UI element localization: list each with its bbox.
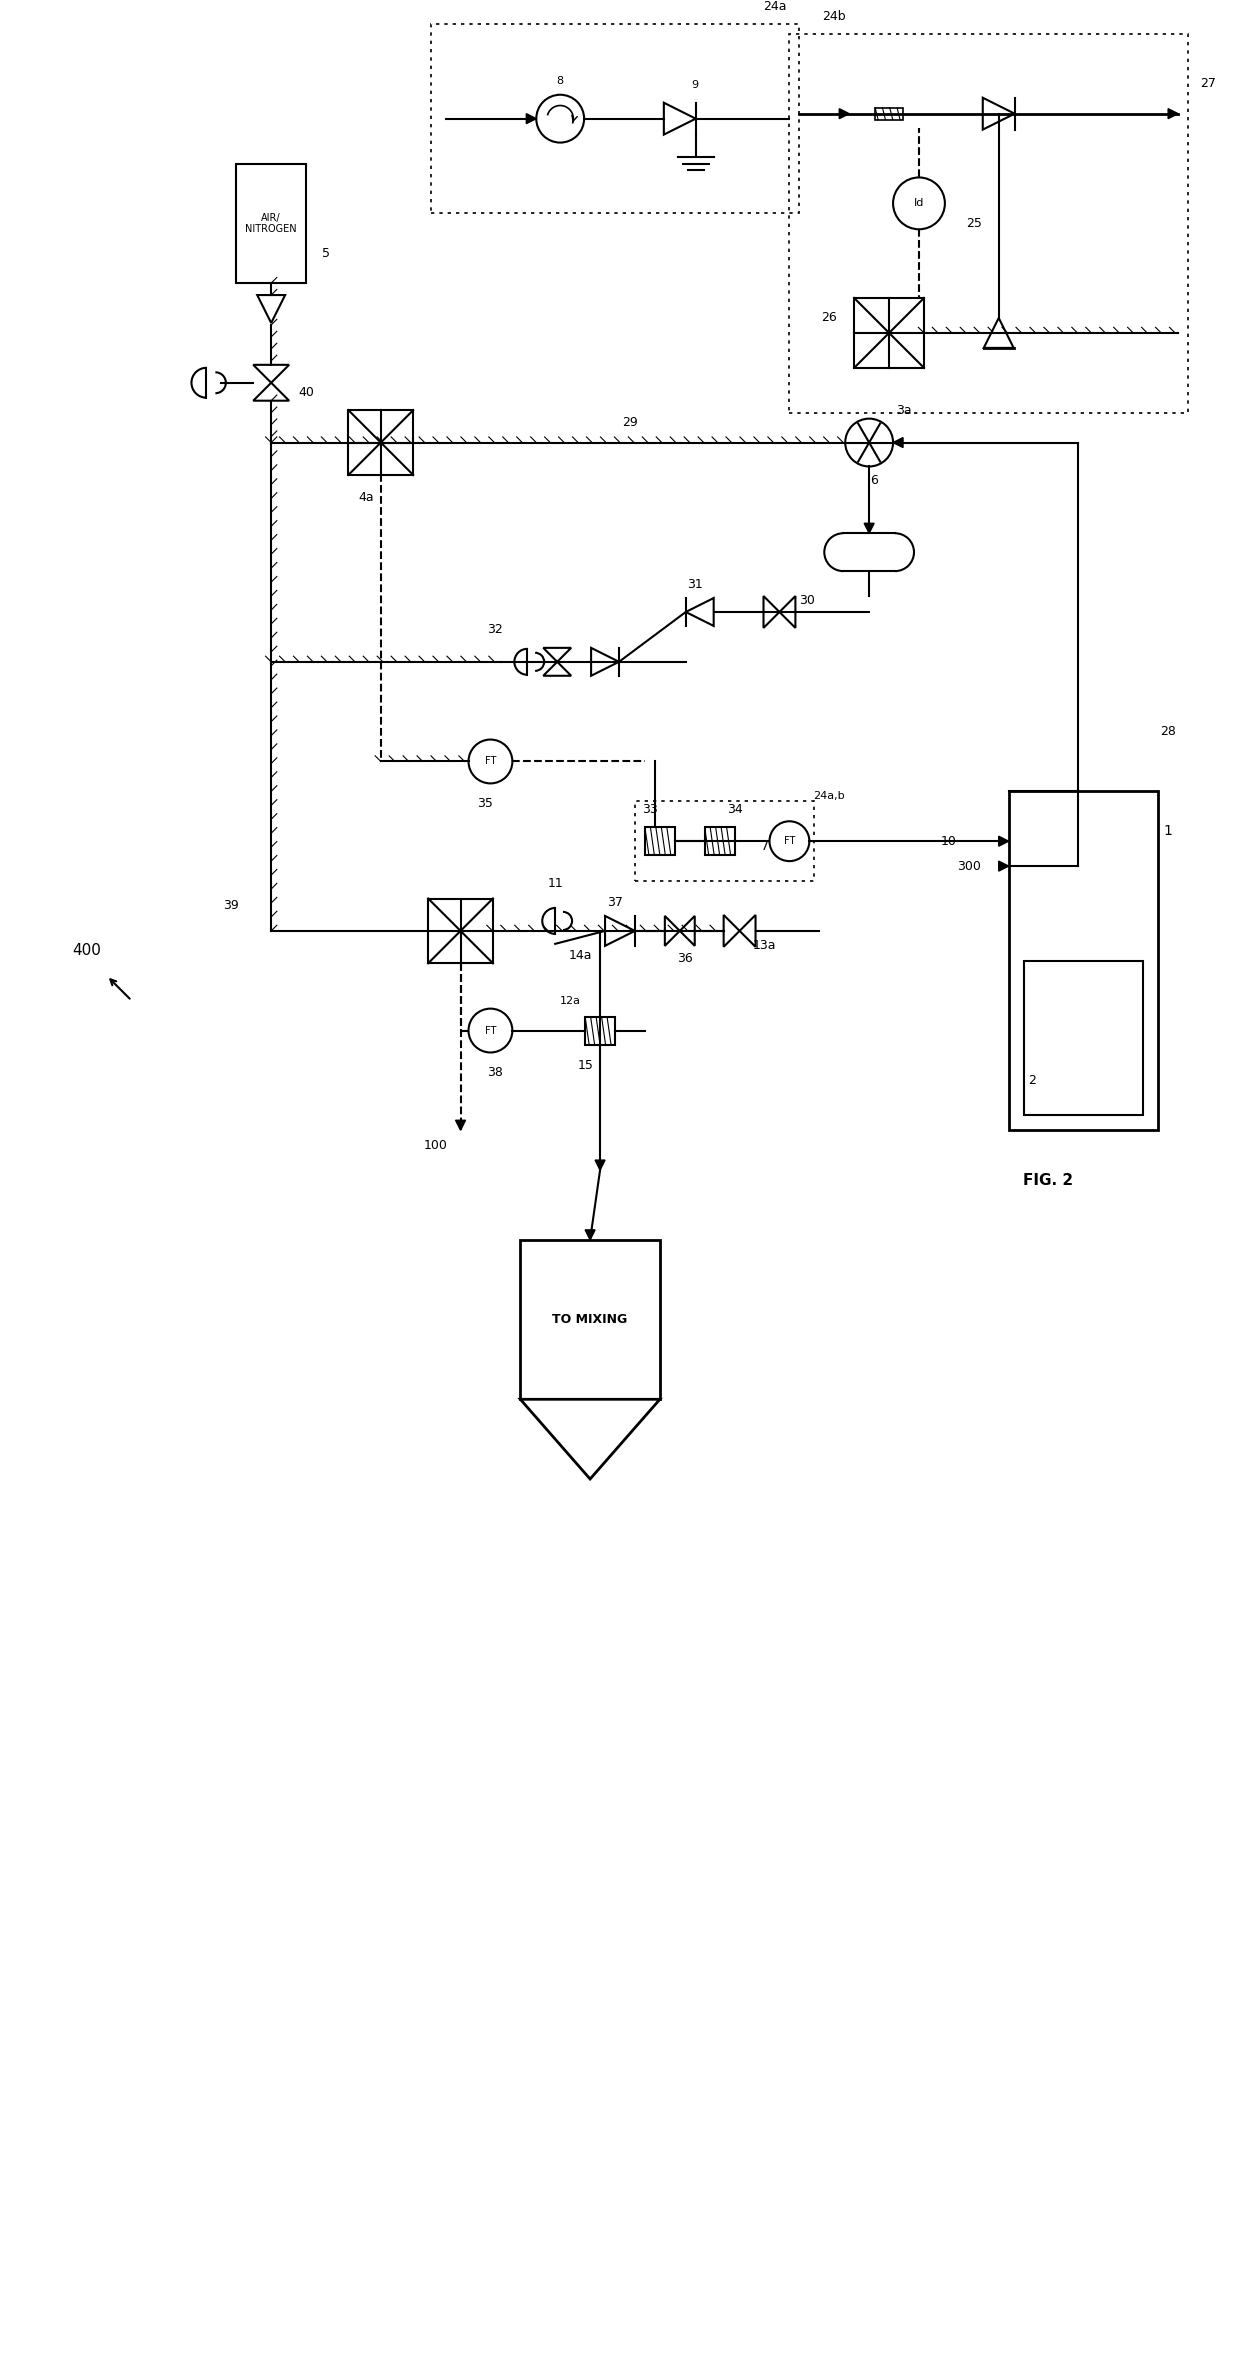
Text: 9: 9 bbox=[691, 80, 698, 90]
Text: 6: 6 bbox=[870, 473, 878, 487]
Bar bbox=[585, 1017, 615, 1043]
Text: 15: 15 bbox=[577, 1060, 593, 1072]
Polygon shape bbox=[864, 523, 874, 532]
Bar bbox=[521, 1240, 660, 1398]
Text: 2: 2 bbox=[1029, 1074, 1037, 1086]
Text: 4a: 4a bbox=[358, 490, 373, 504]
Text: 29: 29 bbox=[622, 416, 637, 428]
Polygon shape bbox=[983, 317, 1013, 348]
Circle shape bbox=[846, 419, 893, 466]
Text: 27: 27 bbox=[1200, 78, 1216, 90]
Bar bbox=[645, 828, 675, 854]
Text: AIR/
NITROGEN: AIR/ NITROGEN bbox=[246, 213, 298, 234]
Bar bbox=[430, 24, 800, 213]
Polygon shape bbox=[739, 916, 755, 946]
Polygon shape bbox=[663, 102, 696, 135]
Polygon shape bbox=[780, 596, 795, 627]
Text: FT: FT bbox=[485, 757, 496, 767]
Circle shape bbox=[469, 741, 512, 783]
Text: 36: 36 bbox=[677, 951, 693, 965]
Text: TO MIXING: TO MIXING bbox=[553, 1313, 627, 1325]
Text: 5: 5 bbox=[322, 246, 330, 260]
Polygon shape bbox=[605, 916, 635, 946]
Text: 400: 400 bbox=[72, 944, 102, 958]
Polygon shape bbox=[543, 662, 572, 677]
Polygon shape bbox=[764, 596, 780, 627]
Text: 24a,b: 24a,b bbox=[813, 790, 846, 802]
Text: 7: 7 bbox=[760, 840, 769, 852]
Polygon shape bbox=[257, 296, 285, 324]
Text: FIG. 2: FIG. 2 bbox=[1023, 1174, 1074, 1188]
Polygon shape bbox=[585, 1230, 595, 1240]
Text: 1: 1 bbox=[1163, 823, 1173, 838]
Text: 24b: 24b bbox=[822, 9, 846, 24]
Text: 3a: 3a bbox=[897, 405, 911, 416]
Text: 12a: 12a bbox=[559, 996, 580, 1006]
Bar bbox=[635, 802, 815, 880]
Bar bbox=[704, 828, 734, 854]
Circle shape bbox=[469, 1008, 512, 1053]
Polygon shape bbox=[543, 648, 572, 662]
Text: 10: 10 bbox=[941, 835, 957, 847]
Polygon shape bbox=[998, 835, 1008, 847]
Bar bbox=[1008, 790, 1158, 1131]
Text: 14a: 14a bbox=[568, 949, 591, 963]
Polygon shape bbox=[1168, 109, 1178, 118]
Polygon shape bbox=[724, 916, 739, 946]
Bar bbox=[790, 33, 1188, 412]
Polygon shape bbox=[893, 438, 903, 447]
Bar bbox=[1024, 961, 1143, 1114]
Text: 11: 11 bbox=[547, 875, 563, 890]
Text: 37: 37 bbox=[608, 897, 622, 909]
Text: 34: 34 bbox=[727, 802, 743, 816]
Polygon shape bbox=[521, 1398, 660, 1479]
Text: Id: Id bbox=[914, 199, 924, 208]
Bar bbox=[854, 298, 924, 367]
Bar bbox=[875, 109, 903, 121]
Polygon shape bbox=[680, 916, 694, 946]
Polygon shape bbox=[253, 383, 289, 400]
Text: FT: FT bbox=[784, 835, 795, 847]
Text: 28: 28 bbox=[1161, 724, 1176, 738]
Text: 40: 40 bbox=[298, 386, 314, 400]
Text: 35: 35 bbox=[477, 797, 494, 809]
Text: FT: FT bbox=[485, 1024, 496, 1036]
Text: 300: 300 bbox=[957, 859, 981, 873]
Polygon shape bbox=[595, 1159, 605, 1171]
Bar bbox=[348, 409, 413, 476]
Text: 39: 39 bbox=[223, 899, 239, 913]
Circle shape bbox=[770, 821, 810, 861]
Circle shape bbox=[536, 95, 584, 142]
Polygon shape bbox=[591, 648, 619, 677]
Polygon shape bbox=[686, 599, 714, 627]
Polygon shape bbox=[526, 114, 536, 123]
Polygon shape bbox=[665, 916, 680, 946]
Polygon shape bbox=[253, 364, 289, 383]
Text: 32: 32 bbox=[487, 622, 503, 636]
Bar bbox=[428, 899, 494, 963]
Text: 25: 25 bbox=[966, 218, 982, 230]
Polygon shape bbox=[455, 1119, 465, 1131]
Polygon shape bbox=[998, 861, 1008, 871]
Text: 13a: 13a bbox=[753, 939, 776, 953]
Text: 30: 30 bbox=[800, 594, 815, 606]
Circle shape bbox=[893, 177, 945, 230]
Text: 100: 100 bbox=[424, 1138, 448, 1152]
Polygon shape bbox=[983, 97, 1014, 130]
Text: 38: 38 bbox=[487, 1067, 503, 1079]
Bar bbox=[237, 163, 306, 284]
Text: 24a: 24a bbox=[763, 0, 786, 12]
Text: 26: 26 bbox=[821, 312, 837, 324]
Text: 8: 8 bbox=[557, 76, 564, 85]
Text: 33: 33 bbox=[642, 802, 657, 816]
Polygon shape bbox=[839, 109, 849, 118]
Text: 31: 31 bbox=[687, 577, 703, 592]
